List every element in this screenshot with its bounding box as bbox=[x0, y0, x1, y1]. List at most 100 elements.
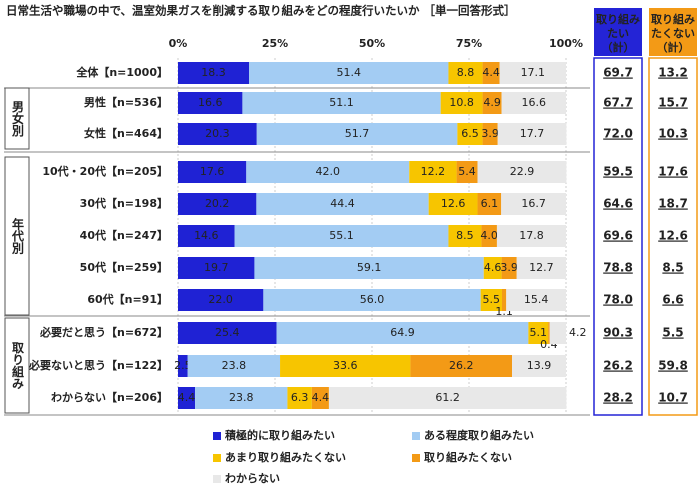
value-label: 5.5 bbox=[483, 293, 501, 306]
value-label: 2.5 bbox=[174, 359, 192, 372]
bar-segment bbox=[481, 225, 497, 247]
value-label: 4.4 bbox=[178, 391, 196, 404]
value-label: 4.4 bbox=[312, 391, 330, 404]
value-label: 22.9 bbox=[510, 165, 535, 178]
bar-segment bbox=[409, 161, 457, 183]
value-label: 44.4 bbox=[330, 197, 355, 210]
bar-segment bbox=[448, 62, 483, 84]
bar-segment bbox=[501, 193, 566, 215]
group-label: 男女別 bbox=[11, 100, 25, 137]
bar-segment bbox=[328, 387, 567, 409]
value-label: 22.0 bbox=[208, 293, 233, 306]
category-label: 必要だと思う【n=672】 bbox=[39, 325, 168, 339]
value-label: 17.8 bbox=[519, 229, 544, 242]
summary-value: 90.3 bbox=[603, 326, 633, 340]
value-label: 4.6 bbox=[484, 261, 502, 274]
summary-value: 72.0 bbox=[603, 127, 633, 141]
bar-segment bbox=[178, 355, 188, 377]
legend-label: ある程度取り組みたい bbox=[424, 428, 534, 442]
value-label: 6.1 bbox=[481, 197, 499, 210]
bar-segment bbox=[482, 92, 502, 114]
group-box bbox=[4, 87, 30, 150]
summary-frame bbox=[648, 57, 698, 416]
bar-segment bbox=[499, 62, 566, 84]
value-label: 51.4 bbox=[336, 66, 361, 79]
summary-value: 10.3 bbox=[658, 127, 688, 141]
value-label: 8.8 bbox=[457, 66, 475, 79]
bar-segment bbox=[178, 257, 255, 279]
category-label: 必要ないと思う【n=122】 bbox=[28, 358, 168, 372]
category-label: わからない【n=206】 bbox=[51, 391, 168, 404]
bar-segment bbox=[482, 123, 498, 145]
bar-segment bbox=[501, 92, 566, 114]
value-label: 6.3 bbox=[291, 391, 309, 404]
value-label: 17.6 bbox=[200, 165, 225, 178]
x-tick-label: 25% bbox=[262, 37, 288, 50]
bar-segment bbox=[249, 62, 449, 84]
summary-value: 13.2 bbox=[658, 66, 688, 80]
summary-value: 69.6 bbox=[603, 229, 633, 243]
bar-segment bbox=[187, 355, 281, 377]
summary-value: 59.5 bbox=[603, 165, 633, 179]
value-label: 13.9 bbox=[527, 359, 552, 372]
legend-swatch bbox=[213, 432, 221, 440]
value-label: 16.6 bbox=[198, 96, 223, 109]
bar-segment bbox=[480, 289, 502, 311]
summary-value: 10.7 bbox=[658, 391, 688, 405]
bar-segment bbox=[483, 257, 502, 279]
category-label: 40代【n=247】 bbox=[80, 228, 168, 242]
category-label: 女性【n=464】 bbox=[84, 126, 168, 140]
value-label: 42.0 bbox=[316, 165, 341, 178]
summary-value: 17.6 bbox=[658, 165, 688, 179]
value-label: 12.2 bbox=[421, 165, 446, 178]
bar-segment bbox=[501, 289, 507, 311]
value-label: 10.8 bbox=[449, 96, 474, 109]
value-label: 5.4 bbox=[458, 165, 476, 178]
legend-swatch bbox=[412, 454, 420, 462]
category-label: 男性【n=536】 bbox=[84, 95, 168, 109]
value-label: 12.6 bbox=[441, 197, 466, 210]
bar-segment bbox=[276, 322, 529, 344]
value-label: 25.4 bbox=[215, 326, 240, 339]
summary-title: 取り組みたくない（計） bbox=[651, 12, 695, 54]
x-tick-label: 50% bbox=[359, 37, 385, 50]
category-label: 60代【n=91】 bbox=[87, 292, 168, 306]
bar-segment bbox=[477, 161, 567, 183]
summary-value: 69.7 bbox=[603, 66, 633, 80]
bar-segment bbox=[506, 289, 566, 311]
bar-segment bbox=[497, 123, 567, 145]
summary-value: 18.7 bbox=[658, 197, 688, 211]
summary-value: 67.7 bbox=[603, 96, 633, 110]
group-label: 取り組み bbox=[11, 341, 25, 389]
category-label: 50代【n=259】 bbox=[80, 260, 168, 274]
group-box bbox=[4, 317, 30, 414]
bar-segment bbox=[178, 62, 250, 84]
x-tick-label: 75% bbox=[456, 37, 482, 50]
summary-value: 64.6 bbox=[603, 197, 633, 211]
legend-swatch bbox=[213, 454, 221, 462]
bar-segment bbox=[496, 225, 566, 247]
bar-segment bbox=[448, 225, 482, 247]
category-label: 全体【n=1000】 bbox=[75, 65, 168, 79]
value-label: 12.7 bbox=[529, 261, 554, 274]
summary-value: 12.6 bbox=[658, 229, 688, 243]
value-label: 17.1 bbox=[521, 66, 546, 79]
summary-value: 59.8 bbox=[658, 359, 688, 373]
value-label: 5.1 bbox=[530, 326, 548, 339]
bar-segment bbox=[178, 289, 264, 311]
value-label: 23.8 bbox=[222, 359, 247, 372]
value-label: 16.7 bbox=[521, 197, 546, 210]
summary-value: 28.2 bbox=[603, 391, 633, 405]
bar-segment bbox=[482, 62, 500, 84]
legend-swatch bbox=[213, 475, 221, 483]
bar-segment bbox=[440, 92, 483, 114]
summary-value: 8.5 bbox=[662, 261, 683, 275]
summary-value: 26.2 bbox=[603, 359, 633, 373]
summary-value: 6.6 bbox=[662, 293, 683, 307]
legend-swatch bbox=[412, 432, 420, 440]
summary-value: 15.7 bbox=[658, 96, 688, 110]
value-label: 4.9 bbox=[483, 96, 501, 109]
legend-label: わからない bbox=[225, 472, 280, 485]
group-label: 年代別 bbox=[11, 217, 25, 255]
